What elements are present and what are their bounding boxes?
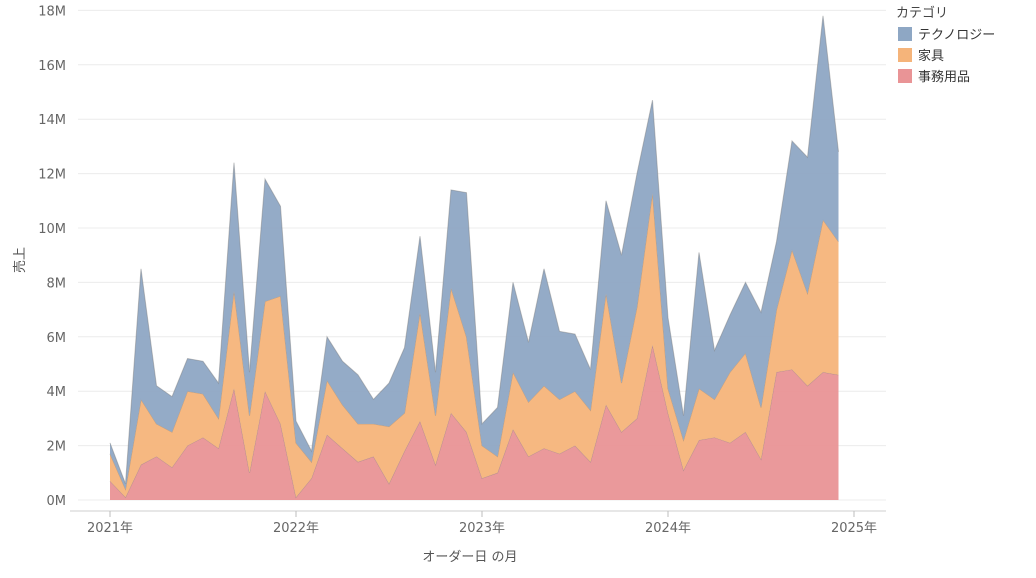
area-technology [110, 15, 839, 490]
y-axis-title: 売上 [12, 247, 28, 273]
legend-swatch [898, 69, 912, 83]
x-axis-title: オーダー日 の月 [422, 550, 517, 565]
legend-title: カテゴリ [896, 5, 948, 21]
y-tick-label: 18M [38, 4, 66, 19]
legend-swatch [898, 27, 912, 41]
y-tick-label: 2M [47, 440, 67, 455]
y-tick-label: 12M [38, 168, 66, 183]
series-top-edge [109, 15, 839, 484]
x-tick-label: 2021年 [87, 521, 133, 536]
legend-item-label: 家具 [918, 48, 944, 64]
legend-item-label: テクノロジー [918, 28, 995, 43]
y-tick-label: 14M [38, 113, 66, 128]
y-tick-label: 8M [47, 276, 67, 291]
x-tick-label: 2025年 [831, 521, 877, 536]
x-axis: 2021年 2022年 2023年 2024年 2025年 [70, 510, 886, 536]
y-tick-label: 10M [38, 222, 66, 237]
legend-item-label: 事務用品 [918, 70, 970, 85]
y-tick-label: 0M [47, 494, 67, 509]
x-tick-label: 2024年 [645, 521, 691, 536]
area-furniture [110, 192, 839, 498]
area-series-group [109, 15, 839, 500]
y-axis: 0M 2M 4M 6M 8M 10M 12M 14M 16M 18M [38, 4, 66, 509]
y-tick-label: 6M [47, 331, 67, 346]
x-tick-label: 2022年 [273, 521, 319, 536]
x-tick-label: 2023年 [459, 521, 505, 536]
y-tick-label: 16M [38, 59, 66, 74]
y-tick-label: 4M [47, 385, 67, 400]
legend-swatch [898, 48, 912, 62]
area-office-supplies [110, 344, 839, 500]
